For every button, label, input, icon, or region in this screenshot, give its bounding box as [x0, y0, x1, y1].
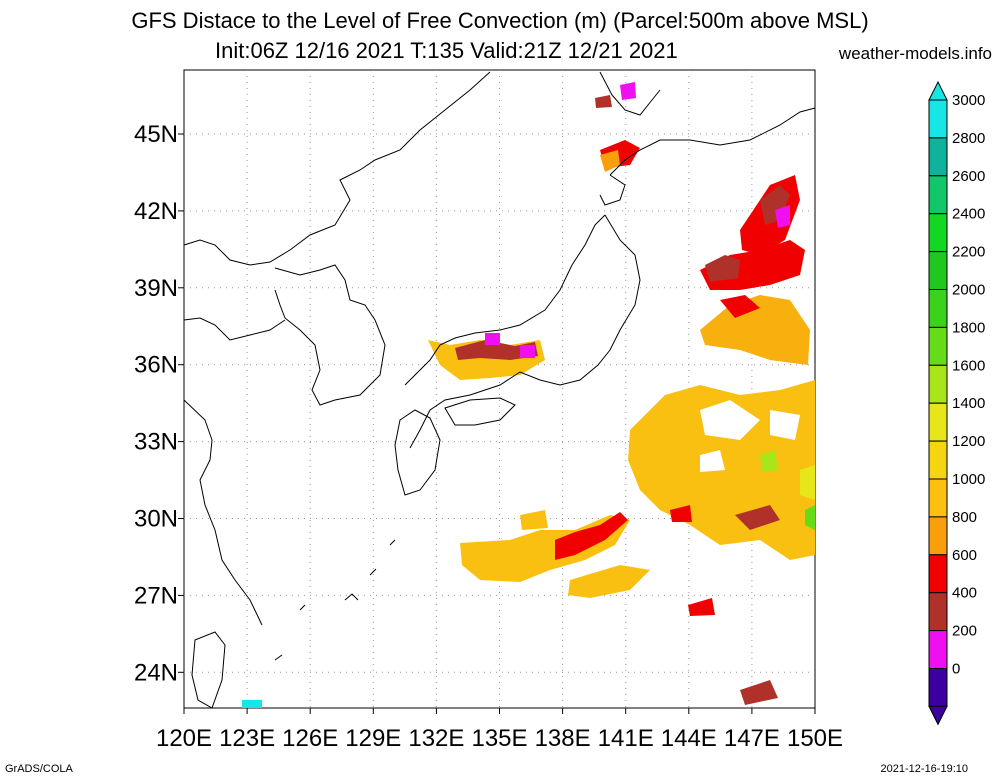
colorbar-segment [928, 137, 948, 177]
lat-label: 30N [134, 506, 178, 533]
colorbar-label: 600 [952, 547, 977, 564]
colorbar-label: 2400 [952, 206, 985, 223]
colorbar-min-arrow [928, 705, 948, 726]
colorbar-label: 2000 [952, 282, 985, 299]
colorbar-segment [928, 326, 948, 366]
colorbar-segment [928, 440, 948, 480]
colorbar-label: 1200 [952, 433, 985, 450]
lat-label: 45N [134, 121, 178, 148]
colorbar: 3000280026002400220020001800160014001200… [928, 80, 985, 726]
colorbar-label: 1000 [952, 471, 985, 488]
chart-subtitle: Init:06Z 12/16 2021 T:135 Valid:21Z 12/2… [215, 38, 678, 63]
lon-label: 129E [345, 725, 401, 752]
lat-label: 24N [134, 659, 178, 686]
colorbar-segment [928, 364, 948, 404]
chart-title: GFS Distace to the Level of Free Convect… [131, 8, 869, 33]
colorbar-label: 2600 [952, 168, 985, 185]
colorbar-label: 800 [952, 509, 977, 526]
colorbar-segment [928, 668, 948, 707]
colorbar-segment [928, 478, 948, 518]
colorbar-segment [928, 289, 948, 328]
lon-label: 135E [471, 725, 527, 752]
footer-left: GrADS/COLA [5, 763, 73, 775]
lon-label: 132E [408, 725, 464, 752]
lon-label: 147E [724, 725, 780, 752]
colorbar-segment [928, 554, 948, 594]
colorbar-segment [928, 251, 948, 291]
lat-label: 27N [134, 582, 178, 609]
longitude-labels: 120E 123E 126E 129E 132E 135E 138E 141E 144E 147E… [156, 708, 843, 752]
lon-label: 120E [156, 725, 212, 752]
colorbar-label: 200 [952, 623, 977, 640]
lat-label: 39N [134, 275, 178, 302]
colorbar-segment [928, 99, 948, 139]
lon-label: 123E [219, 725, 275, 752]
colorbar-label: 0 [952, 661, 960, 678]
colorbar-label: 1800 [952, 319, 985, 336]
colorbar-segment [928, 630, 948, 669]
colorbar-label: 2200 [952, 244, 985, 261]
footer-right: 2021-12-16-19:10 [880, 763, 968, 775]
colorbar-label: 1600 [952, 357, 985, 374]
lon-label: 126E [282, 725, 338, 752]
lat-label: 42N [134, 198, 178, 225]
colorbar-max-arrow [928, 80, 948, 101]
lon-label: 138E [535, 725, 591, 752]
lat-label: 36N [134, 352, 178, 379]
colorbar-segment [928, 592, 948, 632]
colorbar-segment [928, 213, 948, 253]
colorbar-label: 1400 [952, 395, 985, 412]
colorbar-segment [928, 516, 948, 556]
lon-label: 150E [787, 725, 843, 752]
latitude-labels: 45N 42N 39N 36N 33N 30N 27N 24N [134, 121, 184, 686]
site-label: weather-models.info [838, 44, 992, 63]
colorbar-label: 3000 [952, 92, 985, 109]
colorbar-segment [928, 175, 948, 215]
lat-label: 33N [134, 429, 178, 456]
lon-label: 141E [598, 725, 654, 752]
colorbar-label: 400 [952, 585, 977, 602]
colorbar-label: 2800 [952, 130, 985, 147]
lfc-shading [242, 82, 815, 708]
colorbar-segment [928, 402, 948, 442]
coastlines [183, 71, 816, 709]
lon-label: 144E [661, 725, 717, 752]
